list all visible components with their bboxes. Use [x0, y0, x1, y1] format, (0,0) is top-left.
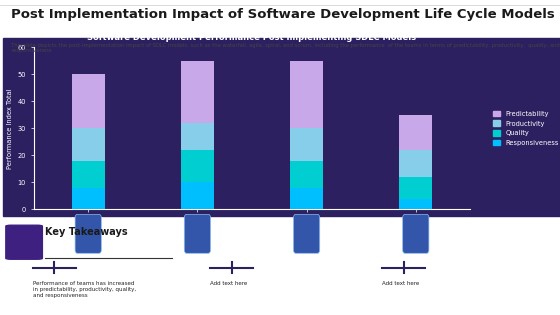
Title: Software Development Performance Post Implementing SDLC Models: Software Development Performance Post Im…	[87, 33, 417, 42]
Text: Add text here: Add text here	[382, 281, 419, 286]
Bar	[181, 61, 214, 123]
Bar	[290, 188, 323, 209]
Bar	[181, 123, 214, 150]
FancyBboxPatch shape	[3, 37, 560, 216]
Text: This slide depicts the post-implementation impact of SDLC models, such as the wa: This slide depicts the post-implementati…	[11, 43, 560, 53]
FancyBboxPatch shape	[75, 214, 101, 253]
Bar	[72, 188, 105, 209]
Bar	[181, 150, 214, 182]
Bar	[72, 129, 105, 161]
Bar	[72, 161, 105, 188]
Bar	[290, 61, 323, 129]
FancyBboxPatch shape	[293, 214, 320, 253]
Text: Key Takeaways: Key Takeaways	[45, 227, 128, 237]
Text: Post Implementation Impact of Software Development Life Cycle Models: Post Implementation Impact of Software D…	[11, 8, 555, 21]
Y-axis label: Performance Index Total: Performance Index Total	[7, 88, 13, 169]
FancyBboxPatch shape	[6, 225, 43, 259]
Bar	[72, 74, 105, 129]
Legend: Predictability, Productivity, Quality, Responsiveness: Predictability, Productivity, Quality, R…	[491, 109, 560, 148]
Bar	[181, 182, 214, 209]
Text: Add text here: Add text here	[210, 281, 248, 286]
Bar	[399, 150, 432, 177]
Bar	[290, 129, 323, 161]
Bar	[399, 199, 432, 209]
Text: Performance of teams has increased
in predictability, productivity, quality,
and: Performance of teams has increased in pr…	[32, 281, 136, 298]
Bar	[399, 177, 432, 199]
FancyBboxPatch shape	[184, 214, 211, 253]
Bar	[290, 161, 323, 188]
FancyBboxPatch shape	[403, 214, 429, 253]
Bar	[399, 115, 432, 150]
